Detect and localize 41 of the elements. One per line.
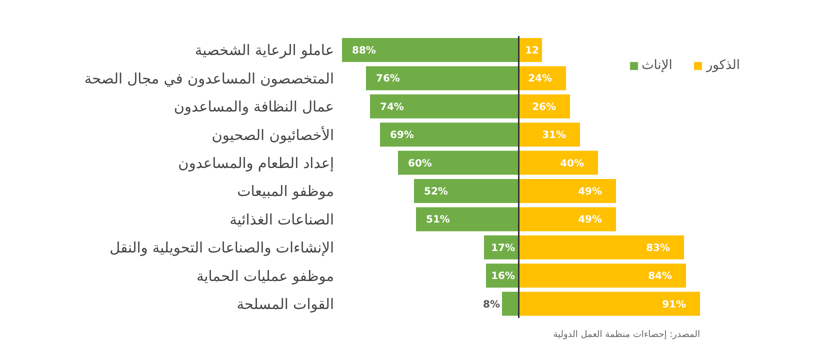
text: المصدر: إحصاءات منظمة العمل الدولية [553,330,700,340]
bar [398,150,518,175]
bar [380,122,518,147]
data-label: 26% [532,102,556,113]
y-tick-label: المتخصصون المساعدون في مجال الصحة [84,71,334,88]
bar [414,179,518,203]
data-label: 69% [390,130,414,142]
y-tick-label: موظفو عمليات الحماية [196,268,334,285]
data-label: 88% [352,46,376,56]
y-tick-label: عاملو الرعاية الشخصية [194,43,334,60]
bar [370,94,518,118]
data-label: 40% [560,158,584,170]
bar [366,66,518,90]
data-label: 17% [491,242,515,254]
data-label: 16% [491,271,515,282]
bar [416,207,518,232]
bar [342,38,518,62]
y-tick-label: إعداد الطعام والمساعدون [178,156,334,172]
data-label: 84% [648,271,672,282]
data-label: 49% [578,186,602,198]
data-label: 51% [426,214,450,226]
y-tick-label: القوات المسلحة [236,297,334,314]
data-label: 31% [542,130,566,142]
y-tick-label: موظفو المبيعات [237,184,334,200]
bar [502,292,518,316]
y-tick-label: الأخصائيون الصحيون [212,126,334,144]
y-tick-label: الإنشاءات والصناعات التحويلية والنقل [110,240,334,257]
data-label: 60% [408,158,432,170]
y-tick-label: الصناعات الغذائية [230,212,334,228]
y-tick-label: عمال النظافة والمساعدون [174,100,334,116]
data-label: 24% [528,74,552,85]
data-label: 12 [525,46,540,56]
data-label: 76% [376,74,400,85]
data-label: 83% [646,242,670,254]
data-label: 91% [662,299,686,310]
data-label: 74% [380,102,404,113]
data-label: 8% [483,299,500,310]
legend-label: الإناث [642,58,672,73]
data-label: 49% [578,214,602,226]
data-label: 52% [424,186,448,198]
legend-label: الذكور [706,58,740,73]
